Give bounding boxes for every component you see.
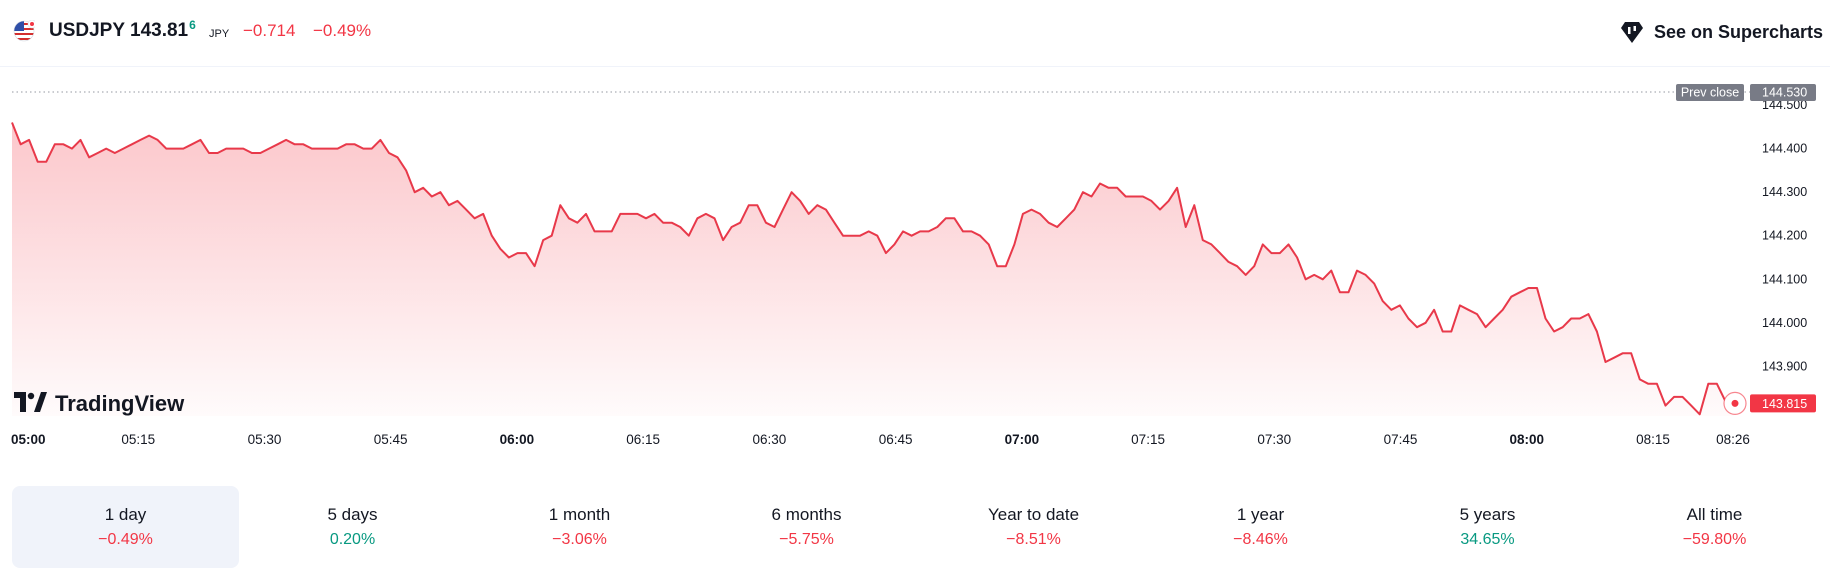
x-tick-label: 05:45 xyxy=(374,432,408,447)
last-point-dot xyxy=(1731,399,1739,407)
period-label: Year to date xyxy=(987,505,1080,524)
price-chart[interactable]: 144.500 144.400 144.300 144.200 144.100 144.0… xyxy=(0,66,1830,466)
period-change: −8.46% xyxy=(1233,531,1288,548)
y-tick-label: 144.200 xyxy=(1762,229,1807,243)
x-tick-label: 08:26 xyxy=(1716,432,1750,447)
x-tick-label: 08:15 xyxy=(1636,432,1670,447)
period-option-all-time[interactable]: All time −59.80% xyxy=(1601,486,1828,568)
period-option-year-to-date[interactable]: Year to date −8.51% xyxy=(920,486,1147,568)
y-tick-label: 144.400 xyxy=(1762,142,1807,156)
x-tick-label: 06:30 xyxy=(752,432,786,447)
price-area-fill xyxy=(12,122,1734,416)
price-series-line xyxy=(11,122,1734,416)
price-last-digit: 6 xyxy=(189,18,196,32)
y-tick-label: 144.100 xyxy=(1762,272,1807,286)
symbol-name[interactable]: USDJPY xyxy=(49,20,126,41)
price-axis: 144.500 144.400 144.300 144.200 144.100 144.0… xyxy=(1676,84,1816,413)
period-option-5-days[interactable]: 5 days 0.20% xyxy=(239,486,466,568)
period-label: 1 month xyxy=(548,505,611,524)
period-option-1-year[interactable]: 1 year −8.46% xyxy=(1147,486,1374,568)
price-change: −0.714 xyxy=(243,21,296,40)
prev-close-tag xyxy=(1676,84,1744,101)
currency-label: JPY xyxy=(209,28,230,40)
symbol-header: USDJPY 143.816 JPY −0.714 −0.49% See on … xyxy=(0,0,1830,67)
tradingview-logo-icon xyxy=(14,392,47,412)
price-change-percent: −0.49% xyxy=(313,21,372,40)
last-price-tag xyxy=(1750,394,1816,413)
tradingview-watermark: TradingView xyxy=(14,391,185,416)
x-tick-label: 07:00 xyxy=(1005,432,1040,447)
period-change: −0.49% xyxy=(98,531,153,548)
period-change: 0.20% xyxy=(329,531,376,548)
supercharts-label: See on Supercharts xyxy=(1653,21,1823,42)
y-tick-label: 144.000 xyxy=(1762,316,1807,330)
y-tick-label: 144.500 xyxy=(1762,98,1807,112)
period-label: 1 day xyxy=(104,505,147,524)
period-change: −3.06% xyxy=(552,531,607,548)
period-change: −59.80% xyxy=(1682,531,1747,548)
x-tick-label: 05:15 xyxy=(121,432,155,447)
last-price: 143.816 xyxy=(130,18,196,42)
period-option-1-day[interactable]: 1 day −0.49% xyxy=(12,486,239,568)
y-tick-label: 144.300 xyxy=(1762,185,1807,199)
plot-area xyxy=(11,91,1752,416)
period-option-1-month[interactable]: 1 month −3.06% xyxy=(466,486,693,568)
prev-close-value-tag xyxy=(1750,84,1816,101)
last-price-label: 143.815 xyxy=(1762,397,1807,411)
price-main: 143.81 xyxy=(130,20,189,41)
period-label: All time xyxy=(1686,505,1743,524)
x-tick-label: 05:00 xyxy=(11,432,46,447)
x-tick-label: 07:15 xyxy=(1131,432,1165,447)
tradingview-wordmark: TradingView xyxy=(55,391,185,416)
x-tick-label: 06:00 xyxy=(500,432,535,447)
x-tick-label: 06:45 xyxy=(879,432,913,447)
period-change: −5.75% xyxy=(779,531,834,548)
prev-close-value: 144.530 xyxy=(1762,86,1807,100)
period-change: 34.65% xyxy=(1460,531,1515,548)
period-label: 5 days xyxy=(327,505,378,524)
period-change: −8.51% xyxy=(1006,531,1061,548)
period-label: 5 years xyxy=(1459,505,1516,524)
period-label: 6 months xyxy=(771,505,842,524)
x-tick-label: 06:15 xyxy=(626,432,660,447)
see-on-supercharts-button[interactable]: See on Supercharts xyxy=(1618,14,1823,50)
supercharts-icon xyxy=(1620,22,1643,43)
prev-close-label: Prev close xyxy=(1681,86,1739,100)
period-label: 1 year xyxy=(1236,505,1285,524)
period-option-6-months[interactable]: 6 months −5.75% xyxy=(693,486,920,568)
period-selector: 1 day −0.49% 5 days 0.20% 1 month −3.06% 6 mon… xyxy=(12,486,1828,568)
x-tick-label: 07:30 xyxy=(1257,432,1291,447)
x-tick-label: 05:30 xyxy=(248,432,282,447)
period-option-5-years[interactable]: 5 years 34.65% xyxy=(1374,486,1601,568)
time-axis: 05:00 05:15 05:30 05:45 06:00 06:15 06:30 06:45… xyxy=(11,432,1750,447)
x-tick-label: 08:00 xyxy=(1510,432,1545,447)
us-jp-flag-icon xyxy=(13,20,35,42)
x-tick-label: 07:45 xyxy=(1384,432,1418,447)
y-tick-label: 143.900 xyxy=(1762,359,1807,373)
